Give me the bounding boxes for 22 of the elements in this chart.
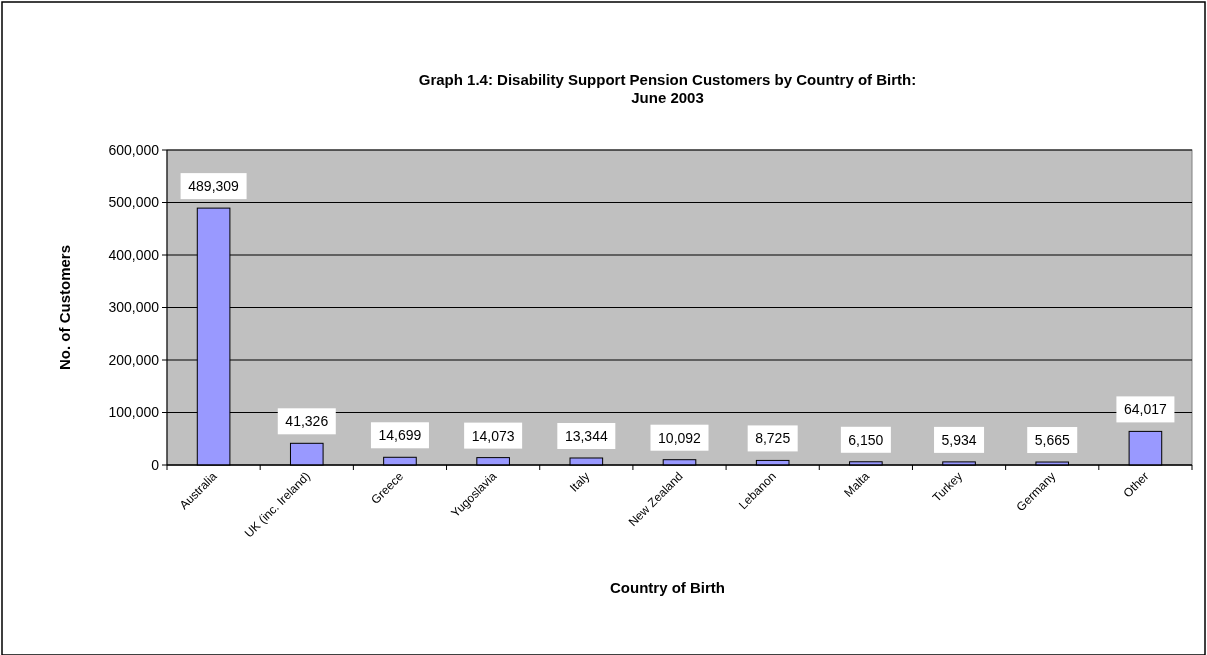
y-tick-label: 400,000	[108, 246, 160, 263]
y-tick-label: 300,000	[108, 299, 160, 316]
data-label: 10,092	[658, 429, 702, 446]
data-label: 14,073	[471, 427, 515, 444]
y-axis-title: No. of Customers	[56, 244, 73, 371]
data-label: 6,150	[848, 431, 884, 448]
data-label: 64,017	[1123, 401, 1168, 418]
data-label: 14,699	[378, 427, 422, 444]
x-tick-label: Italy	[566, 469, 593, 495]
data-label: 41,326	[285, 413, 329, 430]
data-label: 5,934	[941, 431, 977, 448]
y-tick-label: 0	[151, 456, 160, 473]
data-label: 13,344	[564, 427, 608, 444]
y-tick-label: 500,000	[108, 194, 160, 211]
y-tick-label: 100,000	[108, 404, 160, 421]
chart-title: Graph 1.4: Disability Support Pension Customers by Country of Birth: June 2003	[418, 71, 917, 106]
x-axis-title: Country of Birth	[610, 579, 725, 596]
y-tick-label: 600,000	[108, 141, 160, 158]
data-label: 5,665	[1034, 431, 1070, 448]
data-label: 8,725	[755, 430, 791, 447]
y-tick-label: 200,000	[108, 351, 160, 368]
data-label: 489,309	[188, 178, 240, 195]
